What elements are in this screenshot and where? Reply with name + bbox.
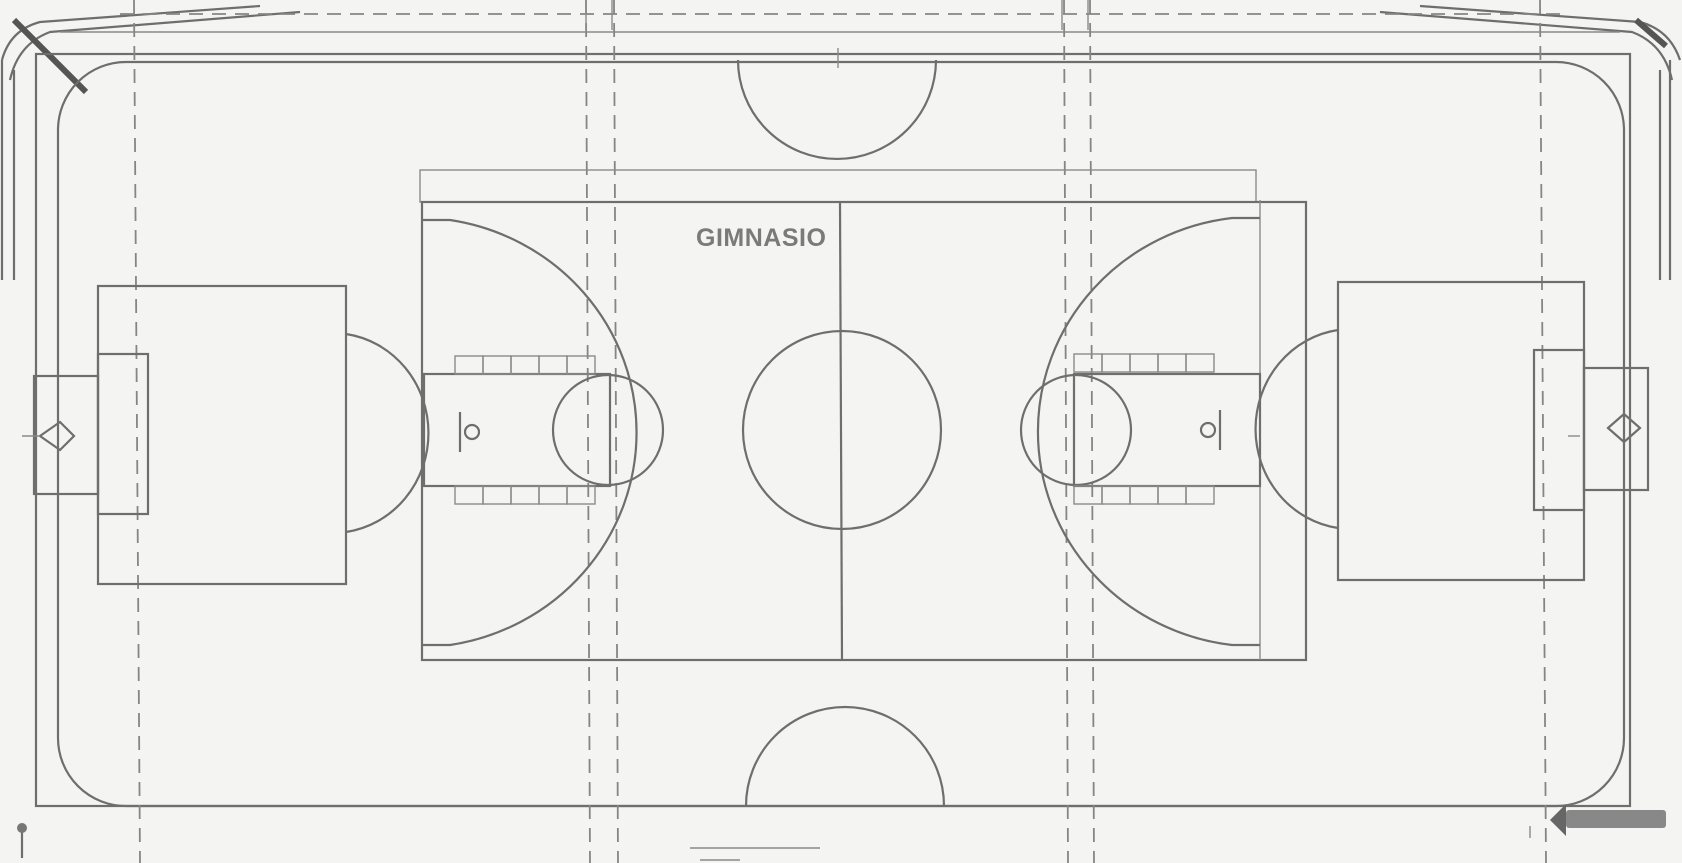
- three-point-arc-left: [422, 218, 638, 647]
- bottom-semicircle: [744, 705, 946, 807]
- half-court-line: [838, 201, 844, 661]
- free-throw-circle-left: [551, 373, 665, 487]
- key-left: [422, 372, 612, 488]
- goal-area-right: [1254, 280, 1650, 582]
- bottom-left-marker: [17, 823, 27, 858]
- structural-gridlines: [133, 0, 1547, 863]
- basket-left: [458, 412, 481, 452]
- center-circle: [741, 329, 943, 531]
- field-outline: [56, 60, 1626, 808]
- three-point-arc-right: [1036, 216, 1260, 647]
- canopy-edge: [0, 4, 1682, 280]
- north-arrow-marker: [1529, 804, 1666, 838]
- top-semicircle: [736, 59, 938, 161]
- goal-area-left: [22, 284, 430, 586]
- building-outline: [34, 52, 1632, 808]
- key-right: [1072, 372, 1262, 488]
- corner-beam: [11, 17, 89, 95]
- free-throw-circle-right: [1019, 373, 1133, 487]
- basketball-court: [419, 169, 1308, 662]
- basket-right: [1199, 410, 1222, 450]
- gym-label: GIMNASIO: [696, 224, 826, 252]
